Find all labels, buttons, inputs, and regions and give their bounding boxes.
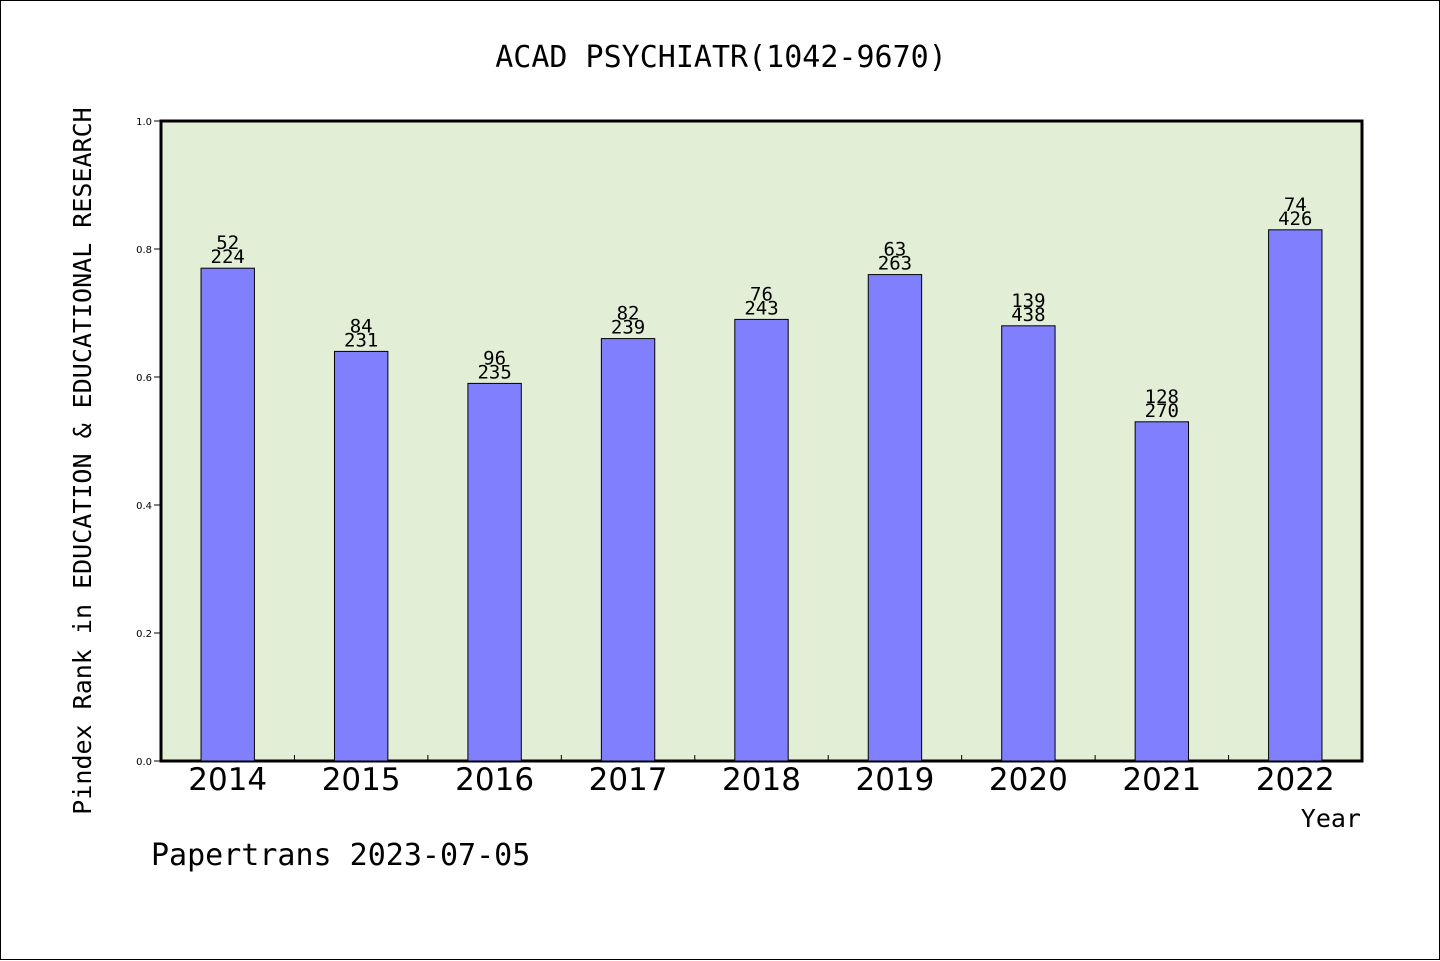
x-tick-label: 2021 (1122, 762, 1201, 798)
x-tick-label: 2022 (1256, 762, 1335, 798)
bar (333, 350, 389, 762)
y-tick-label: 0.4 (136, 501, 152, 512)
bar (867, 274, 923, 762)
bar-rank-label: 96 (483, 347, 506, 369)
bar (1134, 421, 1190, 762)
bar-total-label: 270 (1145, 400, 1179, 422)
y-tick-label: 0.2 (136, 629, 152, 640)
y-tick-label: 0.6 (136, 373, 152, 384)
y-axis-label: Pindex Rank in EDUCATION & EDUCATIONAL R… (68, 107, 97, 814)
watermark-text: Papertrans 2023-07-05 (151, 838, 530, 873)
bar-total-label: 243 (744, 297, 778, 319)
x-tick-label: 2019 (855, 762, 934, 798)
bar (1001, 325, 1056, 762)
bar-total-label: 239 (611, 317, 645, 339)
bar-rank-label: 76 (750, 283, 773, 305)
x-tick-label: 2018 (722, 762, 801, 798)
bar-rank-label: 82 (617, 303, 640, 325)
bar-total-label: 438 (1011, 304, 1045, 326)
y-tick-label: 1.0 (136, 117, 152, 128)
bar-rank-label: 63 (883, 239, 906, 261)
bar (200, 267, 255, 762)
y-tick-label: 0.0 (136, 757, 152, 768)
x-tick-label: 2016 (455, 762, 534, 798)
chart-title: ACAD PSYCHIATR(1042-9670) (495, 40, 947, 75)
x-tick-label: 2015 (322, 762, 401, 798)
x-tick-label: 2014 (188, 762, 267, 798)
bar-total-label: 224 (211, 246, 245, 268)
bar (600, 338, 656, 762)
bar-total-label: 235 (477, 361, 511, 383)
x-axis: 2014 2015 2016 2017 2018 2019 2020 2021 2022 (188, 755, 1335, 798)
bar (1268, 229, 1323, 762)
bar-rank-label: 74 (1284, 194, 1307, 216)
bar (467, 382, 522, 762)
bar-rank-label: 139 (1011, 290, 1045, 312)
y-tick-label: 0.8 (136, 245, 152, 256)
bar-rank-label: 128 (1145, 386, 1179, 408)
bar-total-label: 263 (878, 253, 912, 275)
bar-rank-label: 84 (350, 315, 373, 337)
x-tick-label: 2020 (989, 762, 1068, 798)
bar-total-label: 231 (344, 329, 378, 351)
bar-total-label: 426 (1278, 208, 1312, 230)
bar (734, 318, 789, 762)
y-axis: 0.0 0.2 0.4 0.6 0.8 1.0 (136, 117, 161, 768)
x-axis-label: Year (1301, 804, 1361, 833)
bar-rank-label: 52 (216, 232, 239, 254)
x-tick-label: 2017 (589, 762, 668, 798)
